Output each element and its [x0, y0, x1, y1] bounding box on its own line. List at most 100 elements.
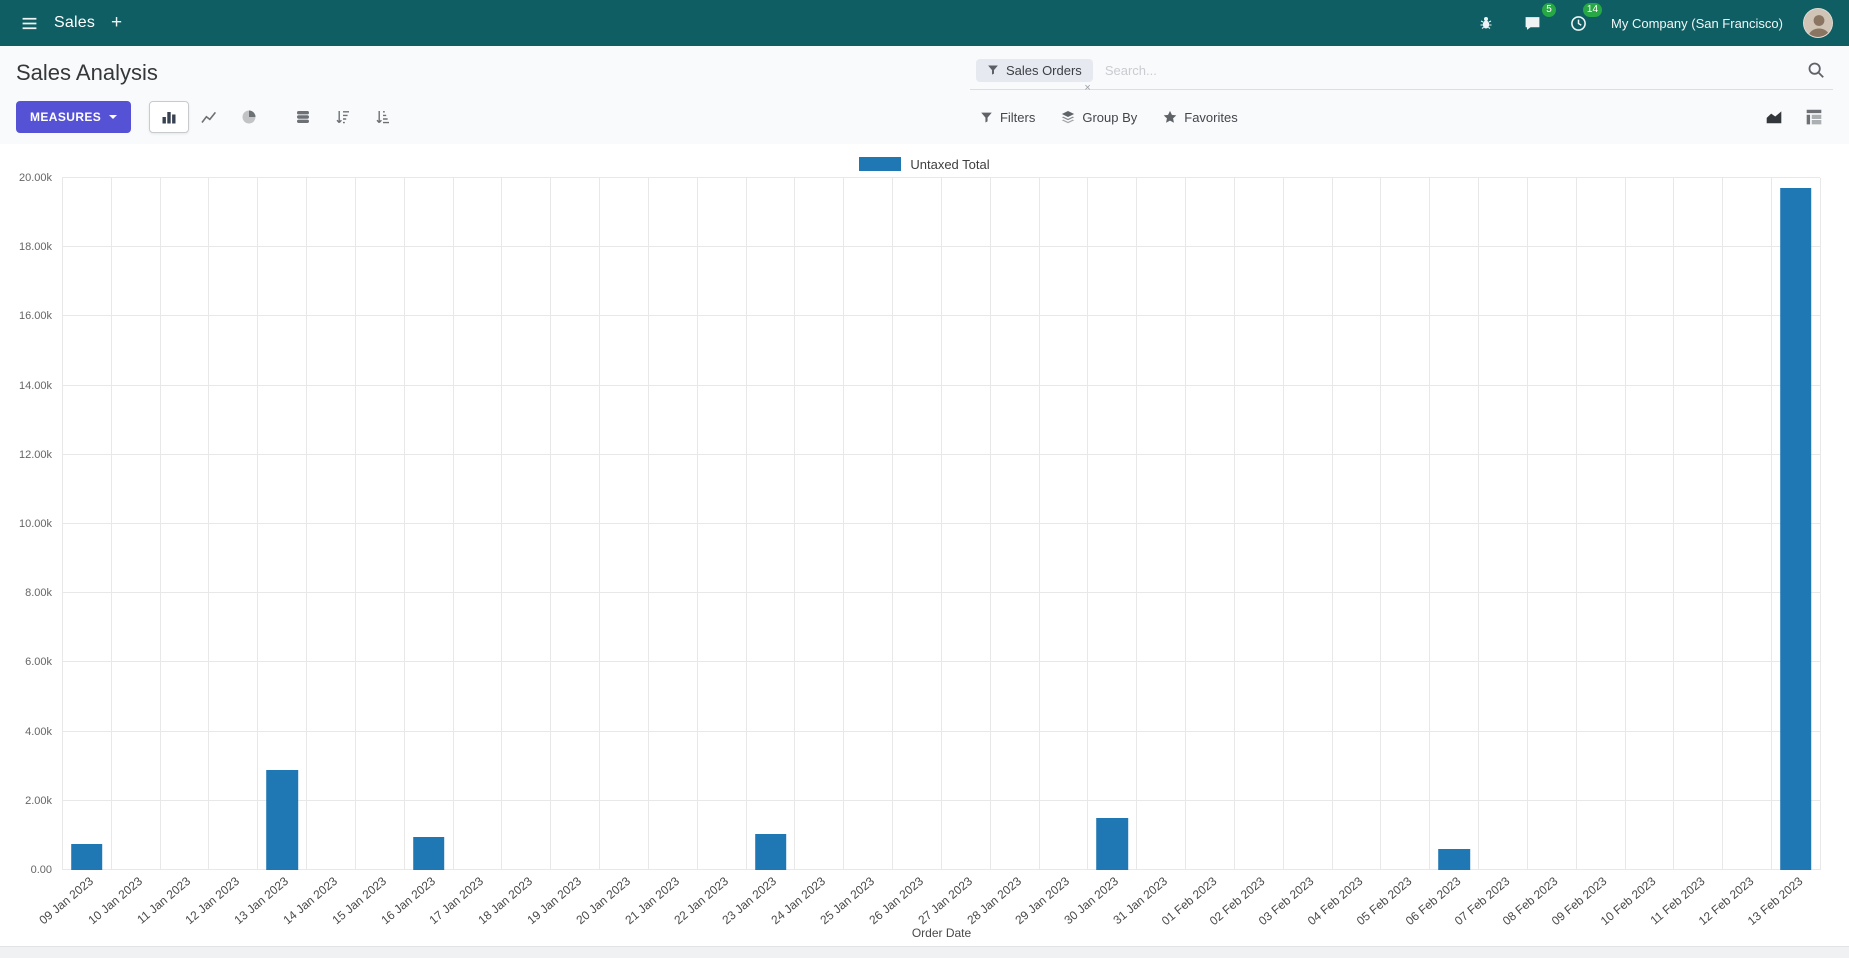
- category-cell: 20 Jan 2023: [573, 178, 648, 927]
- measures-button[interactable]: Measures: [16, 101, 132, 133]
- y-tick-label: 14.00k: [18, 379, 52, 392]
- y-tick-label: 20.00k: [18, 172, 52, 184]
- bar-16-jan-2023[interactable]: [412, 837, 445, 870]
- sort-descending-button[interactable]: [323, 101, 363, 133]
- y-axis: 0.00 2.00k 4.00k 6.00k 8.00k 10.00k 12.00k 14.0…: [0, 172, 62, 876]
- group-by-menu-button[interactable]: Group By: [1051, 104, 1147, 131]
- y-tick-label: 18.00k: [18, 241, 52, 254]
- clock-icon: [1570, 15, 1587, 32]
- bar-chart-icon: [161, 109, 177, 125]
- layers-icon: [1061, 110, 1075, 124]
- sales-analysis-chart: Untaxed Total 0.00 2.00k 4.00k 6.00k 8.00k 10…: [0, 144, 1849, 946]
- plot-wrap: 0.00 2.00k 4.00k 6.00k 8.00k 10.00k 12.00k 14.0…: [0, 172, 1849, 928]
- area-chart-icon: [1765, 108, 1783, 126]
- category-cell: 25 Jan 2023: [818, 178, 892, 927]
- category-cell: 30 Jan 2023: [1062, 178, 1136, 927]
- star-icon: [1163, 110, 1177, 124]
- filter-funnel-icon: [980, 111, 993, 124]
- search-bar: Sales Orders ×: [969, 57, 1833, 93]
- category-cell: 03 Feb 2023: [1256, 178, 1332, 928]
- company-selector[interactable]: My Company (San Francisco): [1611, 15, 1783, 31]
- category-cell: 01 Feb 2023: [1158, 178, 1234, 928]
- pivot-view-button[interactable]: [1795, 102, 1833, 132]
- category-cell: 31 Jan 2023: [1111, 178, 1185, 927]
- y-tick-label: 16.00k: [18, 310, 52, 323]
- graph-view-button[interactable]: [1755, 102, 1793, 132]
- messages-count-badge: 5: [1542, 3, 1557, 17]
- search-facet-sales-orders[interactable]: Sales Orders ×: [975, 58, 1093, 93]
- search-input[interactable]: [1102, 61, 1795, 79]
- stacked-icon: [295, 109, 311, 125]
- bar-13-feb-2023[interactable]: [1780, 188, 1812, 870]
- y-tick-label: 12.00k: [18, 448, 52, 461]
- y-tick-label: 0.00: [30, 864, 52, 876]
- caret-down-icon: [109, 115, 118, 119]
- category-cell: 29 Jan 2023: [1013, 178, 1088, 927]
- category-cell: 13 Feb 2023: [1744, 178, 1820, 928]
- y-tick-label: 4.00k: [25, 725, 52, 738]
- stacked-toggle-button[interactable]: [283, 101, 323, 133]
- category-cell: 24 Jan 2023: [769, 178, 843, 927]
- pie-chart-icon: [241, 109, 257, 125]
- bar-06-feb-2023[interactable]: [1438, 848, 1470, 870]
- filters-menu-label: Filters: [999, 109, 1036, 125]
- avatar-image: [1804, 9, 1832, 37]
- chart-type-pie-button[interactable]: [229, 101, 269, 133]
- category-cell: 11 Feb 2023: [1647, 178, 1722, 927]
- filters-menu-button[interactable]: Filters: [970, 104, 1045, 131]
- category-cell: 12 Jan 2023: [183, 178, 257, 927]
- bug-icon: [1478, 15, 1494, 31]
- facet-remove-button[interactable]: ×: [1084, 81, 1091, 94]
- h-gridline: [62, 177, 1820, 178]
- search-facet-label: Sales Orders: [1005, 62, 1082, 78]
- view-switcher: [1755, 102, 1833, 132]
- sort-ascending-icon: [375, 109, 391, 125]
- category-cell: 15 Jan 2023: [329, 178, 404, 927]
- y-tick-label: 10.00k: [18, 518, 52, 530]
- bar-23-jan-2023[interactable]: [754, 833, 787, 870]
- category-cell: 10 Feb 2023: [1598, 178, 1674, 928]
- filter-funnel-icon: [987, 64, 999, 76]
- category-cell: 12 Feb 2023: [1695, 178, 1771, 928]
- x-axis-title: Order Date: [911, 926, 972, 940]
- category-cell: 27 Jan 2023: [915, 178, 990, 927]
- group-by-menu-label: Group By: [1082, 109, 1138, 125]
- category-cell: 10 Jan 2023: [85, 178, 160, 927]
- navbar-plus-button[interactable]: +: [111, 12, 123, 33]
- y-tick-label: 6.00k: [25, 656, 52, 669]
- category-cell: 07 Feb 2023: [1451, 178, 1527, 928]
- category-cell: 23 Jan 2023: [720, 178, 795, 927]
- chart-type-line-button[interactable]: [189, 101, 229, 133]
- sort-ascending-button[interactable]: [363, 101, 403, 133]
- plot-area: 09 Jan 2023 10 Jan 2023 11 Jan 2023 12 Jan …: [36, 177, 1821, 928]
- horizontal-scrollbar[interactable]: [0, 946, 1849, 958]
- chart-type-bar-button[interactable]: [149, 101, 190, 133]
- pivot-table-icon: [1805, 108, 1823, 126]
- legend-swatch: [859, 157, 902, 171]
- legend-label: Untaxed Total: [910, 156, 990, 172]
- category-cell: 02 Feb 2023: [1207, 178, 1283, 928]
- user-avatar[interactable]: [1803, 8, 1833, 38]
- app-name[interactable]: Sales: [54, 14, 96, 31]
- category-cell: 19 Jan 2023: [525, 178, 599, 927]
- debug-button[interactable]: [1473, 10, 1499, 36]
- category-cell: 22 Jan 2023: [671, 178, 746, 927]
- page-title: Sales Analysis: [16, 60, 158, 85]
- category-cell: 26 Jan 2023: [866, 178, 941, 927]
- apps-menu-button[interactable]: [16, 10, 42, 36]
- y-tick-label: 2.00k: [25, 794, 52, 807]
- category-cell: 18 Jan 2023: [476, 178, 550, 927]
- activities-button[interactable]: 14: [1565, 3, 1603, 36]
- search-button[interactable]: [1805, 61, 1827, 79]
- bar-30-jan-2023[interactable]: [1096, 818, 1129, 870]
- favorites-menu-button[interactable]: Favorites: [1153, 104, 1247, 131]
- activities-count-badge: 14: [1582, 3, 1603, 17]
- category-cell: 09 Feb 2023: [1549, 178, 1625, 928]
- messages-button[interactable]: 5: [1519, 3, 1557, 36]
- search-icon: [1807, 61, 1825, 79]
- chart-legend[interactable]: Untaxed Total: [0, 150, 1849, 178]
- bar-09-jan-2023[interactable]: [71, 844, 103, 870]
- top-navbar: Sales + 5 14 My Company (San Francisco): [0, 0, 1849, 46]
- bar-13-jan-2023[interactable]: [266, 769, 298, 870]
- category-cell: 04 Feb 2023: [1305, 178, 1381, 928]
